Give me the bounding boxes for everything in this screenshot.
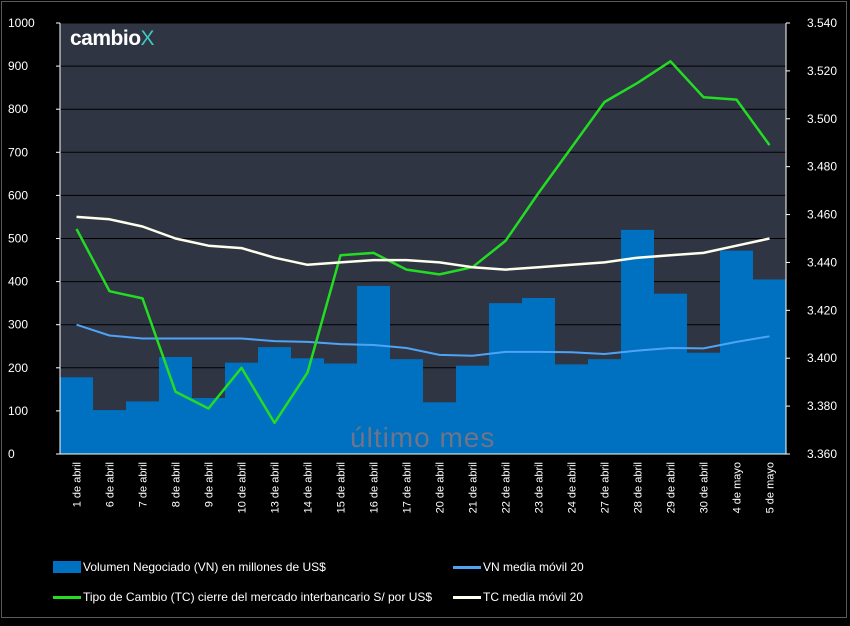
- bar: [423, 402, 456, 454]
- brand-logo: cambioX: [70, 27, 155, 51]
- left-tick-label: 400: [8, 275, 28, 289]
- legend-label-tc-ma: TC media móvil 20: [483, 590, 584, 604]
- bar: [258, 347, 291, 454]
- legend-swatch-tc: [53, 595, 81, 599]
- bar: [687, 352, 720, 454]
- x-tick-label: 4 de mayo: [732, 462, 744, 513]
- vn-ma-line: [76, 323, 770, 357]
- x-tick-label: 29 de abril: [666, 462, 678, 513]
- x-tick-label: 28 de abril: [633, 462, 645, 513]
- bar: [522, 297, 555, 454]
- right-tick-label: 3.480: [807, 160, 837, 174]
- legend-swatch-vn-ma: [453, 565, 481, 569]
- left-tick-label: 200: [8, 361, 28, 375]
- right-tick-label: 3.360: [807, 447, 837, 461]
- x-tick-label: 16 de abril: [369, 462, 381, 513]
- right-tick-label: 3.520: [807, 64, 837, 78]
- bar: [621, 229, 654, 454]
- x-tick-label: 23 de abril: [534, 462, 546, 513]
- bar: [225, 362, 258, 454]
- legend-label-tc: Tipo de Cambio (TC) cierre del mercado i…: [83, 590, 433, 604]
- bar: [456, 365, 489, 454]
- period-watermark: último mes: [350, 422, 496, 453]
- x-tick-label: 7 de abril: [138, 462, 150, 507]
- left-tick-label: 300: [8, 318, 28, 332]
- x-tick-label: 15 de abril: [336, 462, 348, 513]
- bar: [60, 377, 93, 454]
- right-tick-label: 3.540: [807, 16, 837, 30]
- brand-mark: X: [140, 27, 155, 50]
- legend: Volumen Negociado (VN) en millones de US…: [0, 552, 850, 612]
- right-tick-label: 3.400: [807, 351, 837, 365]
- left-tick-label: 600: [8, 188, 28, 202]
- x-tick-label: 8 de abril: [171, 462, 183, 507]
- legend-swatch-vn: [53, 561, 81, 573]
- legend-item-tc-ma: TC media móvil 20: [453, 590, 583, 604]
- x-tick-label: 9 de abril: [204, 462, 216, 507]
- bar: [192, 397, 225, 454]
- bar: [159, 357, 192, 454]
- left-tick-label: 0: [8, 447, 15, 461]
- bar: [588, 359, 621, 454]
- x-tick-label: 20 de abril: [435, 462, 447, 513]
- legend-swatch-tc-ma: [453, 595, 481, 599]
- right-tick-label: 3.380: [807, 399, 837, 413]
- x-tick-label: 1 de abril: [72, 462, 84, 507]
- legend-item-vn: Volumen Negociado (VN) en millones de US…: [53, 560, 326, 574]
- right-tick-label: 3.460: [807, 208, 837, 222]
- bar: [390, 359, 423, 454]
- bar: [126, 401, 159, 454]
- bar: [753, 279, 786, 454]
- right-tick-label: 3.440: [807, 255, 837, 269]
- legend-item-tc: Tipo de Cambio (TC) cierre del mercado i…: [53, 590, 432, 604]
- left-tick-label: 500: [8, 232, 28, 246]
- left-tick-label: 100: [8, 404, 28, 418]
- x-tick-label: 13 de abril: [270, 462, 282, 513]
- tc-line: [75, 60, 771, 425]
- bar: [654, 293, 687, 454]
- left-tick-label: 900: [8, 59, 28, 73]
- x-tick-label: 30 de abril: [699, 462, 711, 513]
- bar: [93, 410, 126, 454]
- left-tick-label: 1000: [8, 16, 35, 30]
- x-tick-label: 14 de abril: [303, 462, 315, 513]
- x-tick-label: 6 de abril: [105, 462, 117, 507]
- bar: [324, 363, 357, 454]
- x-tick-label: 22 de abril: [501, 462, 513, 513]
- bar: [555, 364, 588, 454]
- bar: [489, 303, 522, 454]
- right-tick-label: 3.500: [807, 112, 837, 126]
- left-tick-label: 700: [8, 145, 28, 159]
- legend-label-vn-ma: VN media móvil 20: [483, 560, 584, 574]
- brand-name: cambio: [70, 27, 141, 50]
- bar: [357, 285, 390, 454]
- x-tick-label: 5 de mayo: [765, 462, 777, 513]
- right-tick-label: 3.420: [807, 303, 837, 317]
- tc-ma-line: [76, 215, 770, 271]
- legend-label-vn: Volumen Negociado (VN) en millones de US…: [83, 560, 326, 574]
- bar: [720, 250, 753, 454]
- legend-item-vn-ma: VN media móvil 20: [453, 560, 584, 574]
- left-tick-label: 800: [8, 102, 28, 116]
- x-tick-label: 24 de abril: [567, 462, 579, 513]
- x-tick-label: 27 de abril: [600, 462, 612, 513]
- x-tick-label: 17 de abril: [402, 462, 414, 513]
- x-tick-label: 21 de abril: [468, 462, 480, 513]
- x-tick-label: 10 de abril: [237, 462, 249, 513]
